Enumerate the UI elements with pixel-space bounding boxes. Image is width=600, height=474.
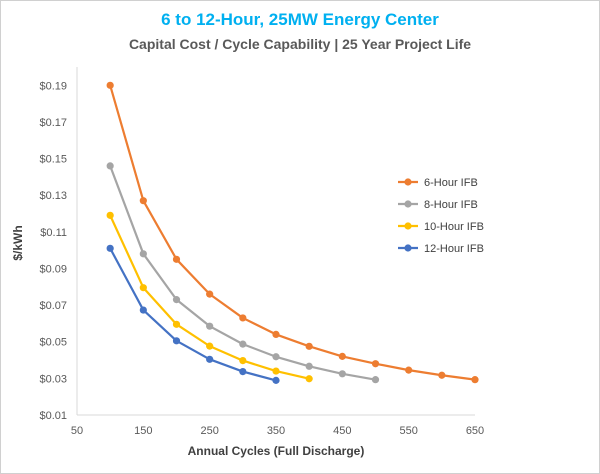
- data-point-10-hour-ifb: [172, 320, 181, 328]
- legend-marker-6-hour-ifb: [404, 178, 412, 186]
- data-point-6-hour-ifb: [305, 342, 313, 350]
- data-point-12-hour-ifb: [206, 355, 214, 363]
- legend-marker-10-hour-ifb: [404, 222, 412, 230]
- data-point-10-hour-ifb: [106, 211, 114, 219]
- legend-label-6-hour-ifb: 6-Hour IFB: [424, 177, 478, 189]
- data-point-8-hour-ifb: [239, 340, 247, 348]
- data-point-6-hour-ifb: [239, 314, 247, 322]
- data-point-10-hour-ifb: [139, 284, 147, 292]
- data-point-12-hour-ifb: [139, 306, 147, 314]
- data-point-6-hour-ifb: [338, 352, 346, 360]
- legend-marker-12-hour-ifb: [404, 244, 412, 252]
- data-point-8-hour-ifb: [338, 370, 346, 378]
- data-point-8-hour-ifb: [106, 162, 114, 170]
- x-tick-label: 250: [200, 425, 218, 437]
- y-tick-label: $0.07: [39, 300, 67, 312]
- data-point-12-hour-ifb: [239, 367, 247, 376]
- data-point-8-hour-ifb: [206, 322, 214, 330]
- x-tick-label: 450: [333, 425, 351, 437]
- y-tick-label: $0.19: [39, 80, 67, 92]
- data-point-10-hour-ifb: [272, 367, 280, 375]
- data-point-6-hour-ifb: [471, 376, 479, 384]
- chart-subtitle: Capital Cost / Cycle Capability | 25 Yea…: [128, 36, 472, 52]
- data-point-6-hour-ifb: [272, 330, 280, 339]
- data-point-8-hour-ifb: [371, 376, 380, 384]
- data-point-8-hour-ifb: [172, 296, 181, 304]
- y-tick-label: $0.09: [39, 263, 67, 275]
- data-point-6-hour-ifb: [405, 366, 413, 374]
- x-tick-label: 50: [71, 425, 83, 437]
- x-tick-label: 150: [134, 425, 152, 437]
- chart-title: 6 to 12-Hour, 25MW Energy Center: [161, 10, 439, 29]
- y-tick-label: $0.05: [39, 337, 67, 349]
- series-line-6-hour-ifb: [109, 85, 476, 381]
- data-point-6-hour-ifb: [438, 371, 446, 379]
- data-point-6-hour-ifb: [139, 197, 147, 205]
- series-line-12-hour-ifb: [109, 247, 277, 382]
- y-tick-label: $0.13: [39, 190, 67, 202]
- y-axis-title: $/kWh: [11, 225, 25, 260]
- legend-marker-8-hour-ifb: [404, 200, 412, 208]
- x-tick-label: 550: [399, 425, 417, 437]
- data-point-10-hour-ifb: [305, 375, 313, 383]
- data-point-8-hour-ifb: [272, 353, 280, 361]
- data-point-8-hour-ifb: [139, 250, 147, 258]
- y-tick-label: $0.15: [39, 154, 67, 166]
- data-point-12-hour-ifb: [172, 337, 181, 345]
- data-point-6-hour-ifb: [106, 81, 114, 89]
- x-tick-label: 350: [267, 425, 285, 437]
- data-point-6-hour-ifb: [206, 290, 214, 298]
- data-point-12-hour-ifb: [106, 244, 114, 252]
- legend-label-12-hour-ifb: 12-Hour IFB: [424, 243, 484, 255]
- data-point-8-hour-ifb: [305, 362, 313, 370]
- x-axis-title: Annual Cycles (Full Discharge): [188, 444, 365, 458]
- data-point-10-hour-ifb: [239, 357, 247, 365]
- y-tick-label: $0.03: [39, 373, 67, 385]
- data-point-12-hour-ifb: [272, 376, 280, 384]
- data-point-10-hour-ifb: [206, 342, 214, 350]
- data-point-6-hour-ifb: [172, 255, 181, 263]
- y-tick-label: $0.11: [40, 227, 67, 239]
- y-tick-label: $0.17: [39, 117, 67, 129]
- data-point-6-hour-ifb: [371, 360, 380, 368]
- legend-label-8-hour-ifb: 8-Hour IFB: [424, 199, 478, 211]
- x-tick-label: 650: [466, 425, 484, 437]
- y-tick-label: $0.01: [39, 410, 67, 422]
- legend-label-10-hour-ifb: 10-Hour IFB: [424, 221, 484, 233]
